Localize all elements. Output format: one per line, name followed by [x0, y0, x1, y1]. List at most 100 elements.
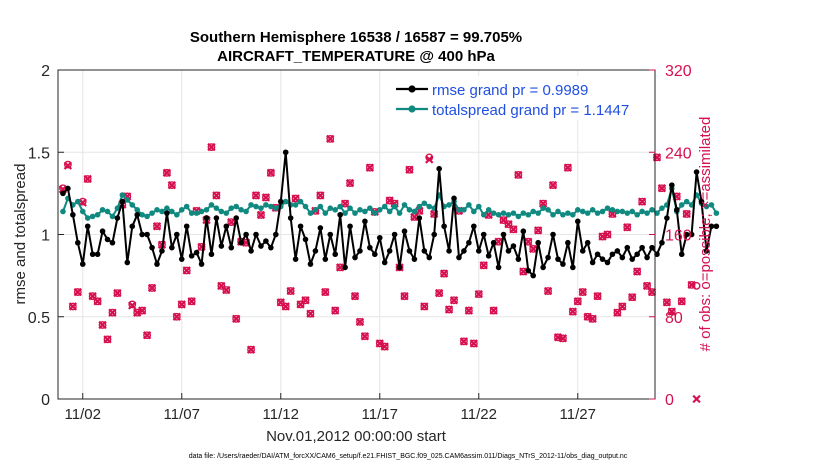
- obs-assimilated-marker: [266, 168, 276, 177]
- totalspread-point: [342, 210, 348, 216]
- rmse-point: [426, 254, 433, 261]
- rmse-point: [500, 231, 507, 238]
- legend: rmse grand pr = 0.9989 totalspread grand…: [392, 76, 650, 120]
- rmse-point: [65, 185, 71, 192]
- totalspread-point: [461, 207, 467, 213]
- totalspread-point: [109, 213, 116, 220]
- rmse-point: [599, 256, 606, 262]
- rmse-point: [515, 256, 522, 262]
- totalspread-point: [500, 210, 507, 216]
- totalspread-point: [89, 213, 96, 220]
- totalspread-point: [198, 208, 205, 215]
- obs-assimilated-marker: [281, 302, 290, 311]
- legend-rmse-marker: [408, 85, 416, 93]
- totalspread-point: [421, 200, 428, 207]
- obs-possible-marker: [247, 345, 255, 354]
- obs-possible-marker: [549, 181, 557, 190]
- rmse-point: [411, 256, 418, 262]
- rmse-point: [273, 231, 279, 238]
- totalspread-point: [515, 213, 522, 220]
- rmse-point: [485, 253, 492, 259]
- rmse-point: [431, 231, 438, 238]
- obs-possible-marker: [628, 293, 637, 302]
- obs-possible-marker: [662, 298, 671, 307]
- rmse-point: [119, 198, 126, 205]
- totalspread-point: [530, 208, 537, 215]
- obs-assimilated-marker: [98, 320, 107, 330]
- obs-possible-marker: [687, 280, 696, 289]
- obs-assimilated-marker: [385, 196, 394, 205]
- obs-possible-marker: [167, 181, 176, 190]
- rmse-point: [347, 223, 353, 230]
- obs-possible-marker: [420, 302, 429, 311]
- totalspread-point: [94, 211, 101, 218]
- rmse-point: [337, 211, 343, 218]
- obs-assimilated-marker: [568, 307, 578, 316]
- right-axis-label: # of obs: o=possible; ×=assimilated: [697, 117, 714, 352]
- totalspread-point: [188, 210, 195, 216]
- obs-assimilated-marker: [316, 191, 325, 200]
- obs-assimilated-marker: [147, 283, 157, 293]
- x-tick-label: 11/17: [362, 406, 398, 423]
- totalspread-point: [609, 207, 616, 213]
- obs-possible-marker: [509, 225, 518, 234]
- rmse-point: [312, 248, 319, 254]
- totalspread-point: [149, 210, 155, 216]
- rmse-point: [169, 244, 175, 251]
- obs-assimilated-marker: [598, 232, 607, 241]
- rmse-point: [84, 223, 91, 230]
- totalspread-point: [703, 203, 710, 210]
- obs-assimilated-marker: [142, 331, 152, 340]
- totalspread-point: [683, 198, 690, 205]
- totalspread-point: [367, 205, 373, 211]
- obs-possible-marker: [321, 288, 330, 296]
- rmse-point: [604, 259, 611, 266]
- obs-assimilated-marker: [459, 337, 469, 346]
- totalspread-point: [159, 208, 165, 215]
- right-tick-label: 160: [665, 228, 692, 245]
- obs-assimilated-marker: [593, 292, 602, 301]
- rmse-point: [154, 261, 160, 267]
- obs-assimilated-marker: [321, 287, 330, 297]
- totalspread-point: [599, 208, 606, 215]
- totalspread-point: [520, 210, 527, 216]
- totalspread-point: [629, 208, 636, 215]
- rmse-point: [164, 210, 170, 216]
- obs-assimilated-marker: [162, 168, 172, 177]
- x-tick-label: 11/07: [164, 406, 200, 423]
- obs-assimilated-marker: [533, 226, 543, 235]
- rmse-point: [441, 223, 447, 230]
- obs-possible-marker: [677, 297, 686, 306]
- rmse-point: [352, 254, 358, 261]
- obs-assimilated-marker: [73, 287, 82, 297]
- obs-possible-marker: [450, 296, 458, 305]
- obs-assimilated-marker: [489, 306, 498, 315]
- rmse-point: [560, 261, 566, 267]
- totalspread-point: [317, 203, 324, 210]
- obs-possible-marker: [207, 143, 216, 152]
- obs-possible-marker: [356, 317, 364, 326]
- obs-count-markers: [58, 134, 701, 404]
- totalspread-point: [644, 210, 650, 216]
- totalspread-point: [589, 207, 596, 213]
- totalspread-point: [381, 203, 388, 210]
- totalspread-point: [129, 202, 136, 208]
- obs-assimilated-marker: [137, 306, 147, 315]
- obs-assimilated-marker: [628, 293, 637, 302]
- obs-possible-marker: [257, 211, 265, 219]
- right-tick-label: 0: [665, 392, 674, 409]
- obs-assimilated-marker: [434, 288, 444, 298]
- totalspread-point: [243, 208, 249, 215]
- totalspread-point: [619, 208, 626, 215]
- rmse-point: [698, 198, 705, 205]
- totalspread-point: [203, 207, 210, 213]
- totalspread-point: [466, 202, 472, 208]
- obs-assimilated-marker: [256, 210, 266, 220]
- totalspread-point: [634, 211, 640, 218]
- obs-assimilated-marker: [514, 170, 523, 180]
- obs-assimilated-marker: [548, 180, 558, 190]
- totalspread-point: [446, 202, 452, 208]
- obs-possible-marker: [262, 193, 270, 202]
- legend-rmse-label: rmse grand pr = 0.9989: [432, 82, 588, 99]
- rmse-point: [193, 249, 200, 256]
